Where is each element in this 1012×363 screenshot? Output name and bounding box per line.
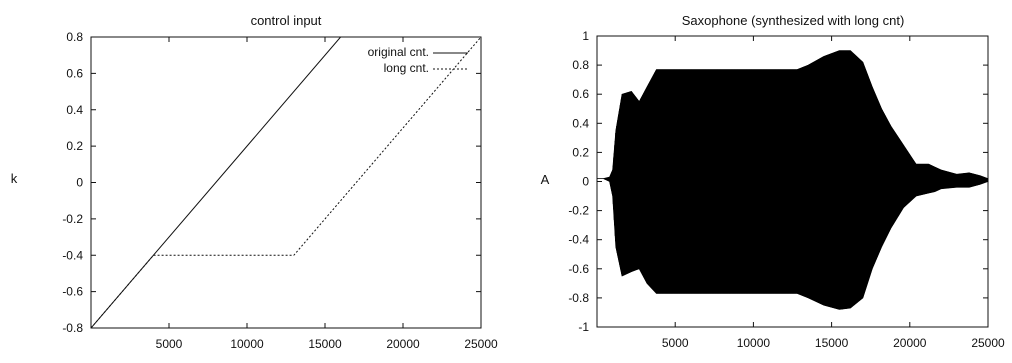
legend-label-original: original cnt. <box>368 45 429 59</box>
legend-label-long: long cnt. <box>384 61 429 75</box>
x-tick-label: 10000 <box>230 337 264 351</box>
x-tick-label: 10000 <box>737 336 771 350</box>
y-tick-label: 0.4 <box>66 103 83 117</box>
y-tick-label: 0.4 <box>572 116 589 130</box>
y-tick-label: -0.2 <box>62 212 83 226</box>
y-tick-label: -0.8 <box>62 321 83 335</box>
y-axis-label: k <box>11 171 18 186</box>
x-tick-label: 20000 <box>893 336 927 350</box>
data-lines <box>91 37 481 328</box>
axis-ticks: -0.8 -0.6 -0.4 -0.2 0 0.2 0.4 0.6 0.8 5000 10000 15… <box>62 30 498 351</box>
series-line-original <box>91 37 341 328</box>
y-tick-label: 0 <box>76 176 83 190</box>
y-tick-label: -0.6 <box>62 285 83 299</box>
x-tick-label: 20000 <box>386 337 420 351</box>
x-tick-label: 15000 <box>308 337 342 351</box>
chart-title: Saxophone (synthesized with long cnt) <box>682 13 905 28</box>
series-line-long <box>91 37 481 328</box>
chart-title: control input <box>251 13 322 28</box>
y-tick-label: 0.8 <box>66 30 83 44</box>
x-tick-label: 15000 <box>815 336 849 350</box>
y-tick-label: 1 <box>582 29 589 43</box>
y-tick-label: 0.6 <box>572 87 589 101</box>
y-tick-label: -0.8 <box>568 291 589 305</box>
waveform-line <box>597 50 989 310</box>
y-tick-label: -0.4 <box>62 248 83 262</box>
y-tick-label: -0.2 <box>568 204 589 218</box>
y-tick-label: 0.8 <box>572 58 589 72</box>
x-tick-label: 25000 <box>464 337 498 351</box>
legend: original cnt. long cnt. <box>368 45 468 75</box>
x-tick-label: 5000 <box>156 337 183 351</box>
y-tick-label: -0.6 <box>568 262 589 276</box>
x-tick-label: 25000 <box>971 336 1005 350</box>
y-tick-label: 0.2 <box>572 145 589 159</box>
y-tick-label: 0.2 <box>66 139 83 153</box>
y-axis-label: A <box>541 172 550 187</box>
plot-frame <box>90 36 482 329</box>
y-tick-label: -0.4 <box>568 233 589 247</box>
saxophone-chart: Saxophone (synthesized with long cnt) A … <box>541 13 1005 350</box>
y-tick-label: -1 <box>578 320 589 334</box>
y-tick-label: 0 <box>582 175 589 189</box>
y-tick-label: 0.6 <box>66 66 83 80</box>
waveform <box>597 50 989 310</box>
control-input-chart: control input k -0.8 -0.6 -0.4 -0.2 0 0.2 0.4 0… <box>11 13 498 351</box>
x-tick-label: 5000 <box>662 336 689 350</box>
